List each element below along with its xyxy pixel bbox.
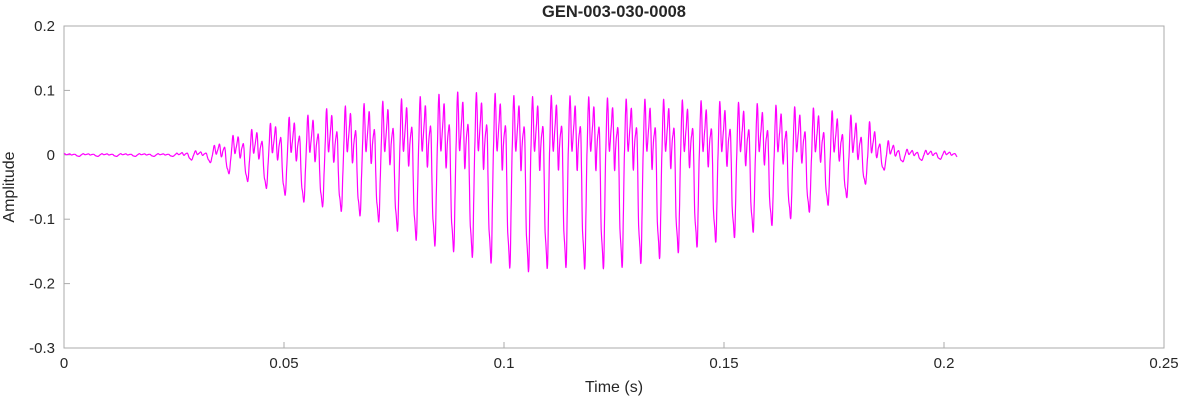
- x-tick-label: 0.15: [709, 355, 738, 372]
- y-tick-label: 0.1: [34, 82, 55, 99]
- y-tick-label: -0.1: [29, 211, 55, 228]
- y-tick-label: -0.3: [29, 340, 55, 357]
- x-tick-label: 0.1: [494, 355, 515, 372]
- y-tick-label: -0.2: [29, 276, 55, 293]
- plot-layer: 0 0.05 0.1 0.15 0.2 0.25 -0.3 -0.2 -0.1 0 0.1 0.2: [29, 18, 1178, 372]
- x-tick-label: 0: [60, 355, 68, 372]
- x-axis-label: Time (s): [585, 379, 643, 396]
- y-axis-label: Amplitude: [1, 151, 18, 222]
- chart-title: GEN-003-030-0008: [542, 3, 686, 21]
- plot-box: [63, 25, 1165, 349]
- waveform-path: [63, 91, 958, 273]
- y-tick-label: 0: [47, 147, 55, 164]
- x-tick-label: 0.2: [934, 355, 955, 372]
- x-tick-label: 0.25: [1149, 355, 1178, 372]
- y-tick-label: 0.2: [34, 18, 55, 35]
- x-tick-label: 0.05: [269, 355, 298, 372]
